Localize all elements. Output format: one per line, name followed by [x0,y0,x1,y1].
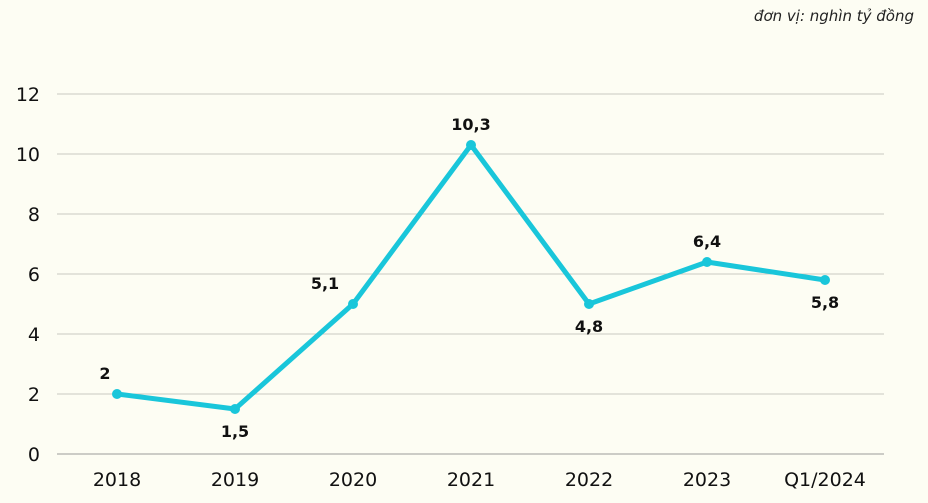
y-tick-label: 12 [16,84,40,106]
data-point [112,389,122,399]
x-tick-label: 2020 [329,469,377,491]
data-point [584,299,594,309]
y-tick-label: 6 [28,264,40,286]
y-tick-label: 8 [28,204,40,226]
data-label: 1,5 [221,422,249,441]
unit-note: đơn vị: nghìn tỷ đồng [753,7,914,25]
data-label: 6,4 [693,232,721,251]
data-label: 4,8 [575,317,603,336]
y-tick-label: 4 [28,324,40,346]
x-tick-label: 2021 [447,469,495,491]
data-point [820,275,830,285]
x-tick-label: 2018 [93,469,141,491]
data-label: 2 [99,364,110,383]
data-point [702,257,712,267]
x-tick-label: 2023 [683,469,731,491]
x-tick-label: Q1/2024 [784,469,866,491]
y-tick-label: 10 [16,144,40,166]
data-point [466,140,476,150]
data-label: 5,8 [811,293,839,312]
data-point [348,299,358,309]
data-point [230,404,240,414]
data-label: 5,1 [311,274,339,293]
y-tick-label: 0 [28,444,40,466]
x-tick-label: 2019 [211,469,259,491]
x-tick-label: 2022 [565,469,613,491]
data-label: 10,3 [451,115,490,134]
y-tick-label: 2 [28,384,40,406]
series-line [114,142,828,412]
